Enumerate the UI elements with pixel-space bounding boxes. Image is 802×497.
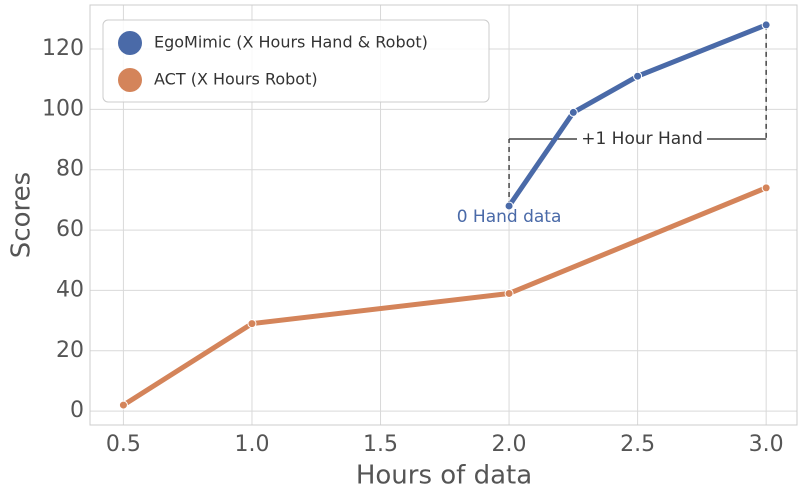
x-tick-label: 1.0 (234, 432, 269, 457)
legend-marker (118, 68, 142, 92)
legend-label: ACT (X Hours Robot) (154, 70, 318, 89)
point (761, 183, 771, 193)
annotation: 0 Hand data (457, 207, 562, 227)
y-tick-label: 80 (56, 157, 84, 182)
point (761, 20, 771, 30)
legend-box (102, 19, 490, 103)
point (568, 107, 578, 117)
point (633, 71, 643, 81)
legend-marker (118, 31, 142, 55)
x-tick-label: 3.0 (749, 432, 784, 457)
y-tick-label: 20 (56, 338, 84, 363)
y-axis-label: Scores (7, 172, 37, 258)
point (118, 400, 128, 410)
annotation: +1 Hour Hand (581, 129, 703, 149)
y-tick-label: 40 (56, 277, 84, 302)
x-tick-label: 1.5 (363, 432, 398, 457)
legend-label: EgoMimic (X Hours Hand & Robot) (154, 33, 428, 52)
series-line (506, 22, 769, 209)
y-tick-label: 120 (42, 36, 84, 61)
series-line (120, 185, 769, 408)
x-tick-label: 2.0 (492, 432, 527, 457)
plot-frame (89, 4, 798, 426)
x-tick-label: 2.5 (620, 432, 655, 457)
y-tick-label: 100 (42, 96, 84, 121)
x-axis-label: Hours of data (356, 461, 532, 491)
point (247, 319, 257, 329)
point (504, 288, 514, 298)
point (504, 201, 514, 211)
x-tick-label: 0.5 (106, 432, 141, 457)
y-tick-label: 0 (70, 398, 84, 423)
y-tick-label: 60 (56, 217, 84, 242)
